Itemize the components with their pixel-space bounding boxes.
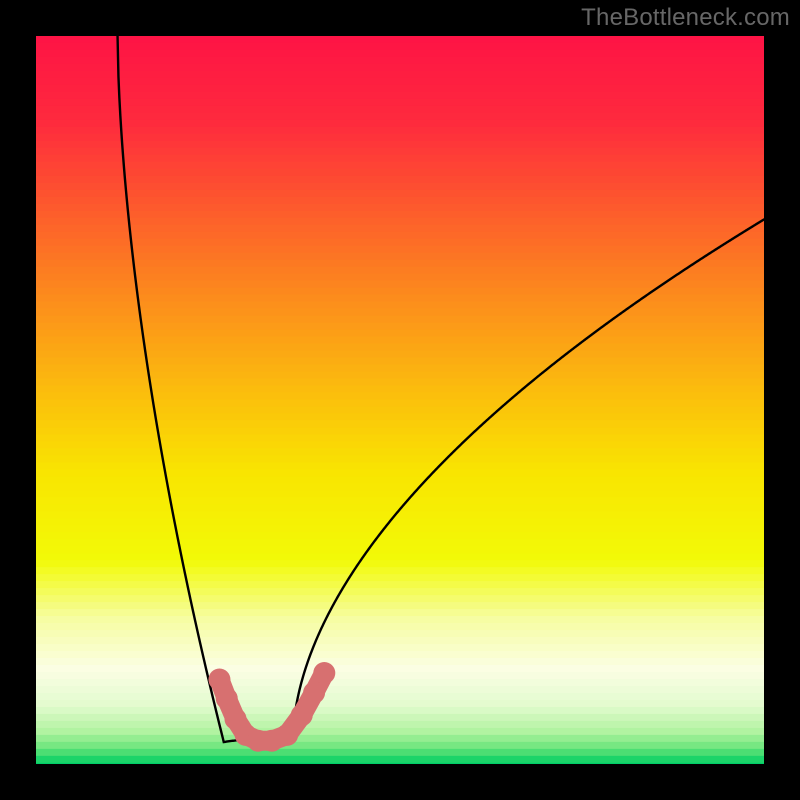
bottleneck-plot bbox=[36, 36, 764, 764]
optimum-marker-bead bbox=[313, 662, 335, 684]
optimum-marker-bead bbox=[216, 687, 238, 709]
optimum-marker-bead bbox=[303, 682, 325, 704]
optimum-marker-bead bbox=[276, 724, 298, 746]
chart-container: TheBottleneck.com bbox=[0, 0, 800, 800]
optimum-marker-bead bbox=[208, 669, 230, 691]
optimum-marker-bead bbox=[291, 704, 313, 726]
watermark-text: TheBottleneck.com bbox=[581, 4, 790, 32]
